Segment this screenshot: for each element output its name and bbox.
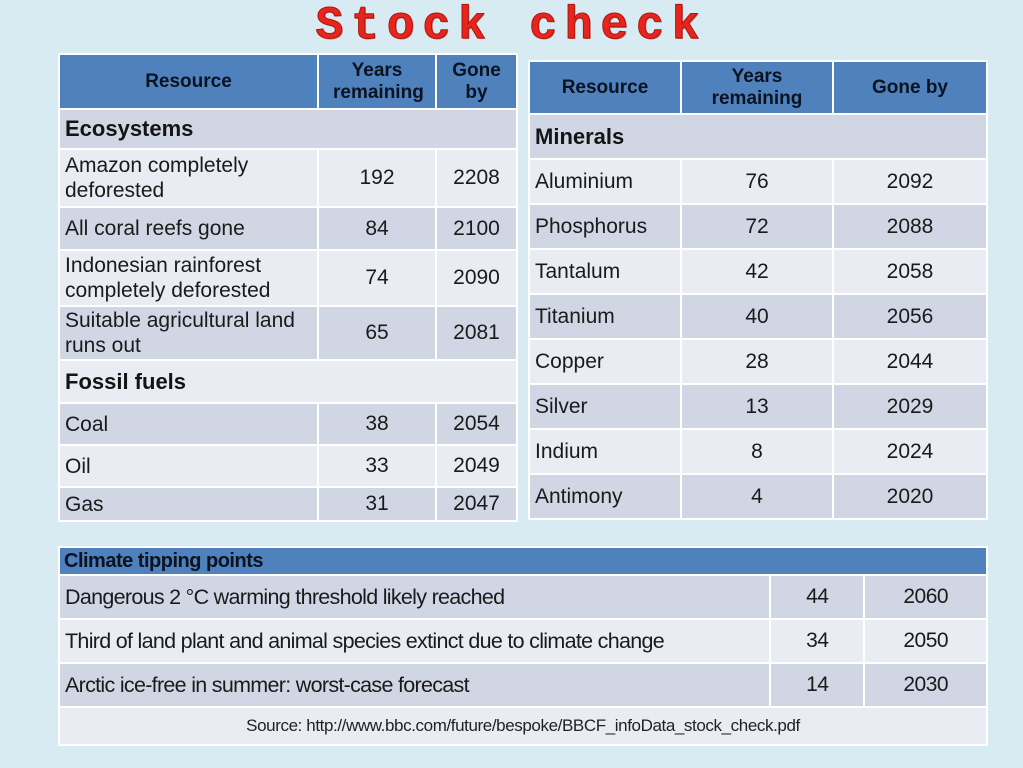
years-cell: 76 xyxy=(682,160,832,203)
section-row-fossil-fuels: Fossil fuels xyxy=(60,361,516,402)
left-table-header: Resource Years remaining Gone by xyxy=(60,55,516,108)
gone-by-cell: 2020 xyxy=(834,475,986,518)
table-row: All coral reefs gone 84 2100 xyxy=(60,208,516,249)
gone-by-cell: 2044 xyxy=(834,340,986,383)
table-row: Dangerous 2 °C warming threshold likely … xyxy=(60,576,986,618)
section-label: Ecosystems xyxy=(60,110,516,148)
gone-by-cell: 2029 xyxy=(834,385,986,428)
table-row: Antimony 4 2020 xyxy=(530,475,986,518)
years-cell: 31 xyxy=(319,488,435,520)
header-row: Resource Years remaining Gone by xyxy=(530,62,986,113)
years-cell: 38 xyxy=(319,404,435,444)
section-label: Fossil fuels xyxy=(60,361,516,402)
right-table-header: Resource Years remaining Gone by xyxy=(530,62,986,113)
years-cell: 40 xyxy=(682,295,832,338)
gone-by-cell: 2208 xyxy=(437,150,516,206)
years-cell: 8 xyxy=(682,430,832,473)
table-row: Coal 38 2054 xyxy=(60,404,516,444)
tipping-point-cell: Third of land plant and animal species e… xyxy=(60,620,770,662)
climate-section-title: Climate tipping points xyxy=(60,548,986,574)
table-row: Aluminium 76 2092 xyxy=(530,160,986,203)
table-row: Indonesian rainforest completely defores… xyxy=(60,251,516,305)
resource-cell: Gas xyxy=(60,488,317,520)
gone-by-cell: 2049 xyxy=(437,446,516,486)
section-row-ecosystems: Ecosystems xyxy=(60,110,516,148)
resource-cell: Phosphorus xyxy=(530,205,680,248)
climate-table-footer: Source: http://www.bbc.com/future/bespok… xyxy=(60,708,986,744)
resource-cell: Suitable agricultural land runs out xyxy=(60,307,317,359)
table-row: Gas 31 2047 xyxy=(60,488,516,520)
tipping-point-cell: Dangerous 2 °C warming threshold likely … xyxy=(60,576,770,618)
table-row: Arctic ice-free in summer: worst-case fo… xyxy=(60,664,986,706)
section-row-minerals: Minerals xyxy=(530,115,986,158)
climate-tipping-points-table: Climate tipping points Dangerous 2 °C wa… xyxy=(58,546,988,746)
gone-by-cell: 2090 xyxy=(437,251,516,305)
table-row: Suitable agricultural land runs out 65 2… xyxy=(60,307,516,359)
climate-table-header: Climate tipping points xyxy=(60,548,986,574)
table-row: Indium 8 2024 xyxy=(530,430,986,473)
gone-by-column-header: Gone by xyxy=(437,55,516,108)
years-cell: 44 xyxy=(771,576,864,618)
years-cell: 13 xyxy=(682,385,832,428)
resource-column-header: Resource xyxy=(60,55,317,108)
header-row: Climate tipping points xyxy=(60,548,986,574)
years-cell: 4 xyxy=(682,475,832,518)
minerals-table: Resource Years remaining Gone by Mineral… xyxy=(528,60,988,520)
years-cell: 34 xyxy=(771,620,864,662)
section-label: Minerals xyxy=(530,115,986,158)
resource-cell: Antimony xyxy=(530,475,680,518)
gone-by-cell: 2050 xyxy=(865,620,986,662)
resource-cell: All coral reefs gone xyxy=(60,208,317,249)
table-row: Silver 13 2029 xyxy=(530,385,986,428)
resource-cell: Aluminium xyxy=(530,160,680,203)
resource-cell: Titanium xyxy=(530,295,680,338)
years-cell: 14 xyxy=(771,664,864,706)
table-row: Copper 28 2044 xyxy=(530,340,986,383)
table-row: Phosphorus 72 2088 xyxy=(530,205,986,248)
years-cell: 28 xyxy=(682,340,832,383)
resource-cell: Indonesian rainforest completely defores… xyxy=(60,251,317,305)
resource-cell: Tantalum xyxy=(530,250,680,293)
resource-cell: Indium xyxy=(530,430,680,473)
years-cell: 65 xyxy=(319,307,435,359)
resource-cell: Copper xyxy=(530,340,680,383)
source-row: Source: http://www.bbc.com/future/bespok… xyxy=(60,708,986,744)
gone-by-cell: 2100 xyxy=(437,208,516,249)
table-row: Oil 33 2049 xyxy=(60,446,516,486)
table-row: Titanium 40 2056 xyxy=(530,295,986,338)
years-cell: 72 xyxy=(682,205,832,248)
gone-by-cell: 2092 xyxy=(834,160,986,203)
years-remaining-column-header: Years remaining xyxy=(682,62,832,113)
source-note: Source: http://www.bbc.com/future/bespok… xyxy=(60,708,986,744)
gone-by-cell: 2056 xyxy=(834,295,986,338)
ecosystems-fossil-fuels-table: Resource Years remaining Gone by Ecosyst… xyxy=(58,53,518,522)
header-row: Resource Years remaining Gone by xyxy=(60,55,516,108)
gone-by-cell: 2081 xyxy=(437,307,516,359)
resource-column-header: Resource xyxy=(530,62,680,113)
years-remaining-column-header: Years remaining xyxy=(319,55,435,108)
table-row: Tantalum 42 2058 xyxy=(530,250,986,293)
page-title: Stock check xyxy=(315,0,708,53)
resource-cell: Oil xyxy=(60,446,317,486)
years-cell: 42 xyxy=(682,250,832,293)
table-row: Amazon completely deforested 192 2208 xyxy=(60,150,516,206)
years-cell: 84 xyxy=(319,208,435,249)
gone-by-cell: 2060 xyxy=(865,576,986,618)
table-row: Third of land plant and animal species e… xyxy=(60,620,986,662)
years-cell: 33 xyxy=(319,446,435,486)
resource-cell: Silver xyxy=(530,385,680,428)
gone-by-cell: 2088 xyxy=(834,205,986,248)
tipping-point-cell: Arctic ice-free in summer: worst-case fo… xyxy=(60,664,770,706)
resource-cell: Amazon completely deforested xyxy=(60,150,317,206)
gone-by-cell: 2054 xyxy=(437,404,516,444)
gone-by-cell: 2024 xyxy=(834,430,986,473)
years-cell: 74 xyxy=(319,251,435,305)
resource-cell: Coal xyxy=(60,404,317,444)
gone-by-cell: 2058 xyxy=(834,250,986,293)
gone-by-column-header: Gone by xyxy=(834,62,986,113)
gone-by-cell: 2047 xyxy=(437,488,516,520)
years-cell: 192 xyxy=(319,150,435,206)
gone-by-cell: 2030 xyxy=(865,664,986,706)
